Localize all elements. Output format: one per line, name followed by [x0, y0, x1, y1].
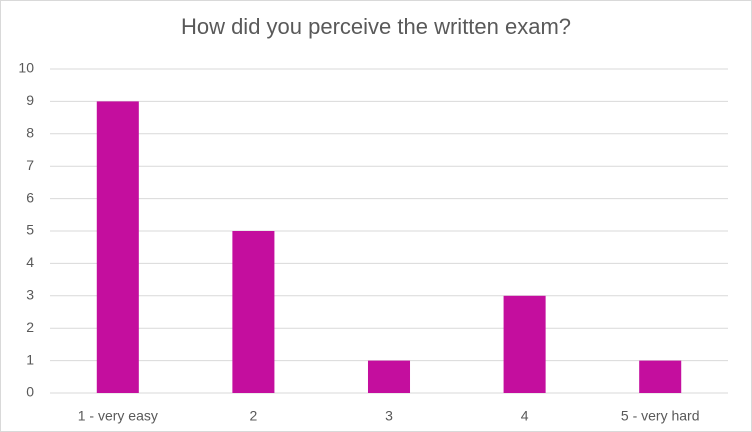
bar: [367, 360, 411, 393]
y-tick-label: 4: [26, 254, 34, 270]
bar: [96, 101, 139, 394]
chart-title: How did you perceive the written exam?: [181, 14, 571, 39]
bar: [232, 231, 275, 393]
y-tick-label: 1: [26, 351, 34, 367]
y-tick-label: 9: [26, 92, 34, 108]
y-tick-label: 2: [26, 319, 34, 335]
x-tick-label: 1 - very easy: [78, 408, 158, 424]
y-tick-label: 3: [26, 287, 34, 303]
bar: [639, 360, 682, 393]
y-tick-label: 0: [26, 384, 34, 400]
y-tick-label: 6: [26, 189, 34, 205]
x-tick-label: 5 - very hard: [621, 408, 700, 424]
y-tick-label: 10: [18, 60, 34, 76]
y-tick-label: 7: [26, 157, 34, 173]
bar: [503, 295, 546, 393]
y-tick-label: 8: [26, 125, 34, 141]
x-tick-label: 4: [521, 408, 529, 424]
x-tick-label: 2: [250, 408, 258, 424]
y-tick-label: 5: [26, 222, 34, 238]
x-tick-label: 3: [385, 408, 393, 424]
